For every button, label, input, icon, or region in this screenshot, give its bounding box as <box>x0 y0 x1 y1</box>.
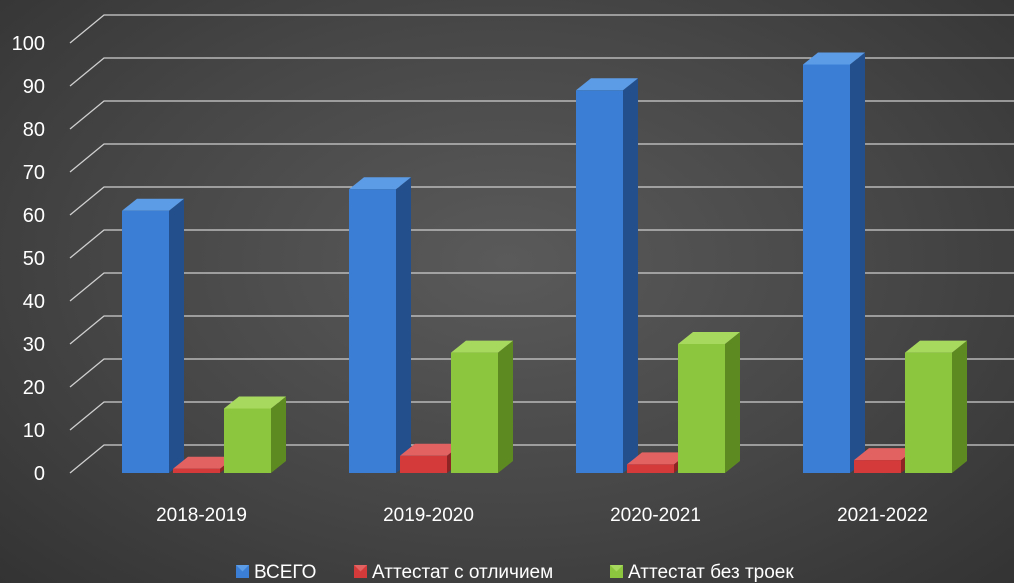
gridline-60 <box>69 186 1014 216</box>
y-tick-label: 70 <box>23 162 45 184</box>
y-tick-label: 50 <box>23 248 45 270</box>
y-tick-label: 90 <box>23 76 45 98</box>
y-tick-label: 80 <box>23 119 45 141</box>
x-tick-label: 2019-2020 <box>383 505 474 526</box>
bars <box>122 52 967 474</box>
gridline-70 <box>69 143 1014 173</box>
x-tick-label: 2020-2021 <box>610 505 701 526</box>
y-tick-label: 60 <box>23 205 45 227</box>
legend: ВСЕГО Аттестат с отличием Аттестат без тро… <box>236 562 794 583</box>
legend-label: ВСЕГО <box>254 562 316 583</box>
bar-3-2018-2019 <box>224 396 286 473</box>
bar-1-2018-2019 <box>122 198 184 473</box>
x-axis-ticks: 2018-2019 2019-2020 2020-2021 2021-2022 <box>156 505 928 526</box>
legend-label: Аттестат без троек <box>628 562 794 583</box>
gridline-20 <box>69 358 1014 388</box>
gridline-80 <box>69 100 1014 130</box>
gridline-50 <box>69 229 1014 259</box>
gridline-100 <box>69 14 1014 44</box>
legend-item-2: Аттестат с отличием <box>354 562 553 583</box>
x-tick-label: 2018-2019 <box>156 505 247 526</box>
y-tick-label: 40 <box>23 291 45 313</box>
y-tick-label: 10 <box>23 420 45 442</box>
y-tick-label: 0 <box>34 463 45 485</box>
y-tick-label: 20 <box>23 377 45 399</box>
gridlines <box>69 14 1014 474</box>
y-tick-label: 30 <box>23 334 45 356</box>
gridline-30 <box>69 315 1014 345</box>
bar-2-2019-2020 <box>400 443 462 473</box>
gridline-10 <box>69 401 1014 431</box>
x-tick-label: 2021-2022 <box>837 505 928 526</box>
legend-label: Аттестат с отличием <box>372 562 553 583</box>
legend-item-3: Аттестат без троек <box>610 562 794 583</box>
bar-3-2021-2022 <box>905 340 967 473</box>
gridline-40 <box>69 272 1014 302</box>
y-axis-ticks: 0 10 20 30 40 50 60 70 80 90 100 <box>12 33 45 485</box>
bar-1-2019-2020 <box>349 177 411 473</box>
bar-1-2021-2022 <box>803 52 865 473</box>
bar-1-2020-2021 <box>576 78 638 474</box>
bar-3-2019-2020 <box>451 340 513 473</box>
gridline-90 <box>69 57 1014 87</box>
y-tick-label: 100 <box>12 33 45 55</box>
legend-item-1: ВСЕГО <box>236 562 316 583</box>
bar-3-2020-2021 <box>678 332 740 473</box>
